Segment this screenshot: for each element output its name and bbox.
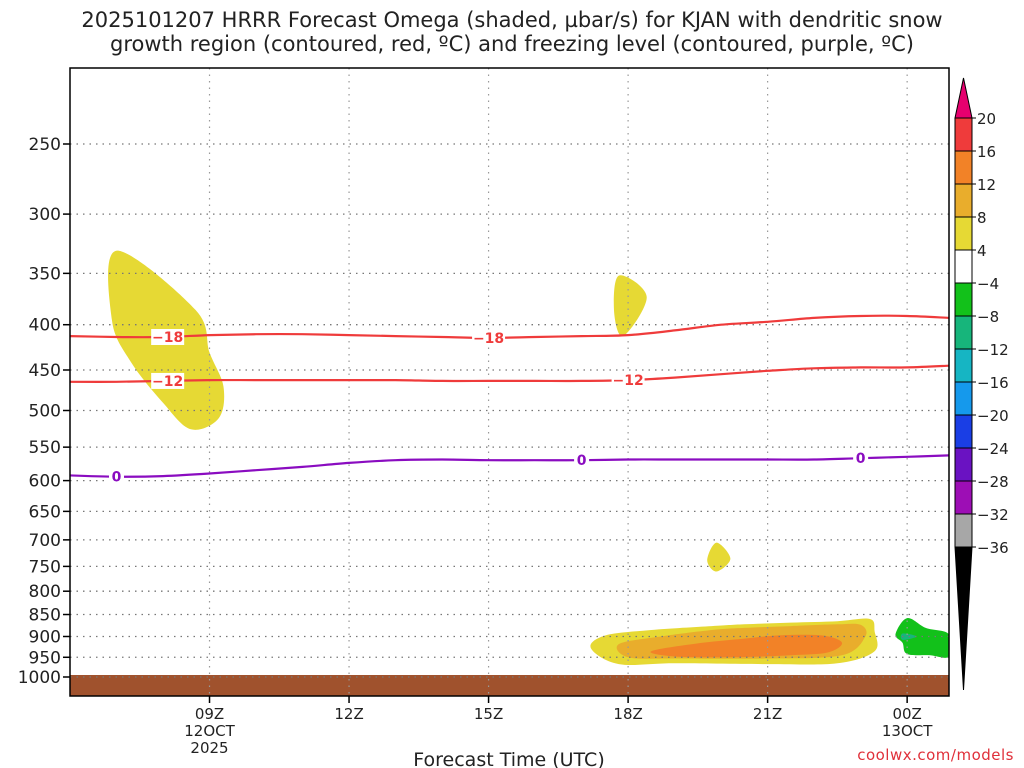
contour-label-0-0: 0: [112, 470, 122, 486]
colorbar-label-1: 16: [977, 143, 996, 161]
temperature-contours: [70, 314, 949, 478]
y-axis: 2503003504004505005506006507007508008509…: [18, 135, 70, 688]
colorbar-swatch-3: [954, 183, 973, 218]
colorbar-label-2: 12: [977, 176, 996, 194]
colorbar-arrow-top: [954, 77, 973, 119]
y-tick-label-600: 600: [29, 472, 61, 492]
colorbar-label-7: −12: [977, 341, 1009, 359]
colorbar-swatch-12: [954, 480, 973, 515]
contour-label-bg--18-1: [472, 329, 506, 346]
y-tick-label-850: 850: [29, 606, 61, 626]
contour-label-bg-0-0: [109, 468, 125, 485]
y-tick-label-800: 800: [29, 582, 61, 602]
y-tick-label-650: 650: [29, 502, 61, 522]
terrain-fill: [70, 675, 949, 696]
colorbar-label-3: 8: [977, 209, 987, 227]
x-tick-label-12Z: 12Z: [334, 705, 363, 723]
colorbar-label-10: −24: [977, 440, 1009, 458]
contour-label-bg--12-1: [611, 372, 645, 389]
colorbar: 20 16 12 8 4 −4 −8 −12 −16 −20 −24 −28 −32 −36: [954, 77, 1009, 691]
contour-label--12-1: −12: [612, 373, 643, 389]
y-tick-label-450: 450: [29, 361, 61, 381]
y-tick-label-400: 400: [29, 316, 61, 336]
y-tick-label-700: 700: [29, 531, 61, 551]
omega-region-5: [650, 634, 843, 658]
contour-label-bg-0-1: [574, 452, 590, 469]
omega-region-2: [707, 542, 731, 572]
contour-label--18-0: −18: [152, 330, 183, 346]
contour-0: [70, 454, 949, 478]
contour--12: [70, 364, 949, 383]
contour-label-bg--12-0: [151, 372, 185, 389]
grid-lines: [70, 68, 949, 696]
colorbar-label-0: 20: [977, 110, 996, 128]
x-tick-label-18Z: 18Z: [613, 705, 642, 723]
x-tick-date-09Z: 12OCT: [184, 722, 235, 740]
colorbar-label-12: −32: [977, 506, 1009, 524]
colorbar-label-4: 4: [977, 242, 987, 260]
chart-title: 2025101207 HRRR Forecast Omega (shaded, …: [0, 8, 1024, 56]
colorbar-swatch-2: [954, 150, 973, 185]
y-tick-label-900: 900: [29, 627, 61, 647]
omega-region-6: [895, 618, 949, 658]
x-tick-date-00Z: 13OCT: [882, 722, 933, 740]
colorbar-swatch-6: [954, 282, 973, 317]
x-axis-label: Forecast Time (UTC): [413, 749, 604, 768]
title-line-2: growth region (contoured, red, ºC) and f…: [110, 32, 914, 56]
plot-frame: [69, 67, 950, 697]
y-tick-label-350: 350: [29, 264, 61, 284]
contour-label-0-2: 0: [856, 451, 866, 467]
title-line-1: 2025101207 HRRR Forecast Omega (shaded, …: [81, 8, 943, 32]
colorbar-swatch-1: [954, 117, 973, 152]
contour--18: [70, 314, 949, 340]
x-tick-label-21Z: 21Z: [753, 705, 782, 723]
contour-labels: −18 −18 −12 −12 0 0 0: [109, 329, 869, 486]
colorbar-swatch-11: [954, 447, 973, 482]
colorbar-label-9: −20: [977, 407, 1009, 425]
colorbar-label-6: −8: [977, 308, 999, 326]
colorbar-swatch-7: [954, 315, 973, 350]
contour-label--18-1: −18: [473, 331, 504, 347]
y-tick-label-300: 300: [29, 205, 61, 225]
credit-text: coolwx.com/models: [857, 746, 1014, 764]
omega-region-1: [613, 275, 647, 337]
colorbar-label-11: −28: [977, 473, 1009, 491]
x-tick-label-15Z: 15Z: [474, 705, 503, 723]
y-tick-label-500: 500: [29, 402, 61, 422]
x-tick-year-09Z: 2025: [190, 739, 228, 757]
colorbar-swatch-4: [954, 216, 973, 251]
x-tick-label-00Z: 00Z: [892, 705, 921, 723]
x-tick-label-09Z: 09Z: [195, 705, 224, 723]
colorbar-label-13: −36: [977, 539, 1009, 557]
colorbar-arrow-bottom: [954, 546, 973, 691]
y-tick-label-1000: 1000: [18, 668, 61, 688]
y-tick-label-250: 250: [29, 135, 61, 155]
colorbar-swatch-5: [954, 249, 973, 284]
contour-label-bg-0-2: [853, 450, 869, 467]
y-tick-label-550: 550: [29, 438, 61, 458]
contour-label-0-1: 0: [577, 453, 587, 469]
colorbar-label-8: −16: [977, 374, 1009, 392]
colorbar-swatch-13: [954, 513, 973, 548]
y-tick-label-750: 750: [29, 557, 61, 577]
y-tick-label-950: 950: [29, 648, 61, 668]
contour-label--12-0: −12: [152, 374, 183, 390]
colorbar-label-5: −4: [977, 275, 999, 293]
contour-label-bg--18-0: [151, 329, 185, 346]
colorbar-swatch-8: [954, 348, 973, 383]
colorbar-swatch-10: [954, 414, 973, 449]
colorbar-swatch-9: [954, 381, 973, 416]
